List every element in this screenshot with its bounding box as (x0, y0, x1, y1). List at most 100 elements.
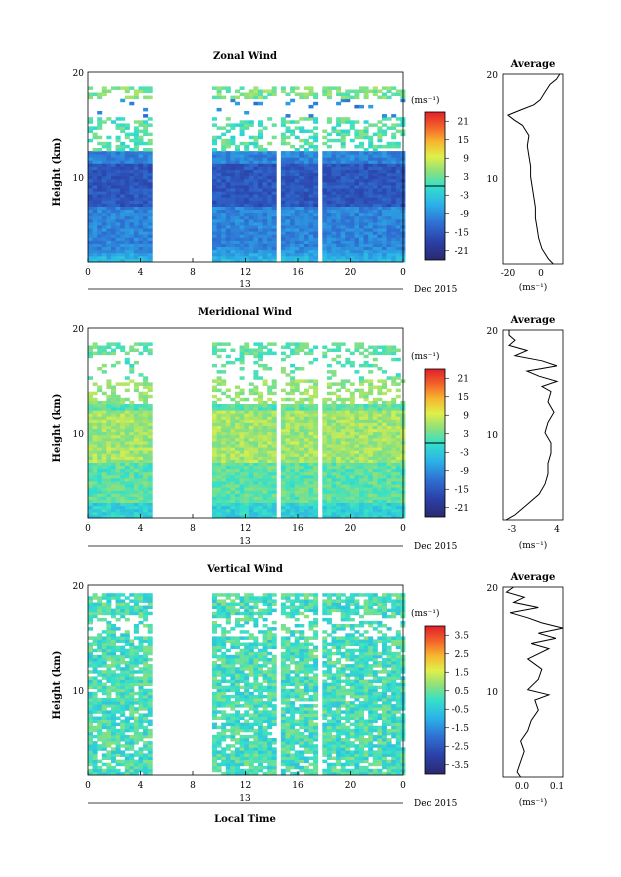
heatmap-cell (125, 197, 130, 201)
heatmap-cell (382, 509, 387, 513)
heatmap-cell (88, 256, 93, 259)
heatmap-cell (148, 382, 153, 386)
heatmap-cell (332, 444, 337, 448)
heatmap-cell (368, 160, 373, 164)
heatmap-cell (253, 207, 258, 211)
heatmap-cell (313, 447, 318, 451)
heatmap-cell (281, 163, 286, 167)
heatmap-cell (377, 151, 382, 155)
heatmap-cell (97, 120, 102, 124)
heatmap-cell (313, 484, 318, 488)
heatmap-cell (267, 490, 272, 494)
heatmap-cell (106, 379, 111, 383)
heatmap-cell (350, 453, 355, 457)
heatmap-cell (299, 346, 304, 350)
heatmap-cell (377, 475, 382, 479)
heatmap-cell (350, 382, 355, 386)
heatmap-cell (345, 469, 350, 473)
heatmap-cell (88, 404, 93, 408)
heatmap-cell (143, 133, 148, 137)
heatmap-cell (354, 130, 359, 134)
heatmap-cell (221, 194, 226, 198)
heatmap-cell (148, 182, 153, 186)
heatmap-cell (230, 182, 235, 186)
heatmap-cell (286, 120, 291, 124)
heatmap-cell (230, 453, 235, 457)
heatmap-cell (102, 407, 107, 411)
heatmap-cell (391, 126, 396, 129)
heatmap-cell (391, 423, 396, 427)
heatmap-cell (272, 210, 277, 214)
heatmap-cell (235, 173, 240, 177)
heatmap-cell (244, 151, 249, 155)
heatmap-cell (341, 441, 346, 445)
heatmap-cell (102, 392, 107, 396)
heatmap-cell (359, 416, 364, 420)
heatmap-cell (373, 472, 378, 476)
heatmap-cell (313, 496, 318, 500)
heatmap-cell (299, 441, 304, 445)
heatmap-cell (244, 253, 249, 256)
heatmap-cell (313, 133, 318, 137)
heatmap-cell (327, 438, 332, 442)
heatmap-cell (364, 250, 369, 254)
heatmap-cell (97, 500, 102, 504)
heatmap-cell (102, 413, 107, 417)
heatmap-cell (258, 429, 263, 433)
heatmap-cell (106, 423, 111, 427)
heatmap-cell (102, 438, 107, 442)
heatmap-cell (272, 123, 277, 127)
heatmap-cell (286, 512, 291, 516)
heatmap-cell (359, 429, 364, 433)
heatmap-cell (309, 352, 314, 356)
heatmap-cell (139, 410, 144, 414)
heatmap-cell (125, 222, 130, 226)
heatmap-cell (309, 151, 314, 155)
heatmap-cell (368, 487, 373, 491)
heatmap-cell (120, 117, 125, 121)
heatmap-cell (336, 176, 341, 180)
heatmap-cell (299, 447, 304, 451)
heatmap-cell (106, 435, 111, 439)
heatmap-cell (93, 760, 98, 764)
heatmap-cell (97, 747, 102, 751)
heatmap-cell (143, 213, 148, 217)
heatmap-cell (272, 157, 277, 161)
heatmap-cell (299, 435, 304, 439)
heatmap-cell (313, 493, 318, 497)
heatmap-cell (354, 160, 359, 164)
heatmap-cell (258, 481, 263, 485)
heatmap-cell (212, 484, 217, 488)
heatmap-cell (304, 496, 309, 500)
heatmap-cell (129, 102, 134, 106)
heatmap-cell (143, 429, 148, 433)
heatmap-cell (226, 167, 231, 171)
heatmap-cell (290, 213, 295, 217)
heatmap-cell (359, 509, 364, 513)
heatmap-cell (235, 216, 240, 220)
heatmap-cell (258, 90, 263, 94)
heatmap-cell (97, 503, 102, 507)
heatmap-cell (391, 512, 396, 516)
heatmap-cell (134, 453, 139, 457)
heatmap-cell (253, 102, 258, 106)
heatmap-cell (299, 179, 304, 183)
heatmap-cell (97, 729, 102, 733)
heatmap-cell (240, 247, 245, 251)
heatmap-cell (359, 450, 364, 454)
heatmap-cell (111, 512, 116, 516)
heatmap-cell (286, 416, 291, 420)
heatmap-cell (129, 481, 134, 485)
heatmap-cell (350, 163, 355, 167)
heatmap-cell (364, 379, 369, 383)
heatmap-cell (368, 438, 373, 442)
heatmap-cell (286, 179, 291, 183)
heatmap-cell (350, 154, 355, 158)
heatmap-cell (120, 419, 125, 423)
heatmap-cell (143, 160, 148, 164)
heatmap-cell (212, 389, 217, 393)
heatmap-cell (345, 216, 350, 220)
heatmap-cell (93, 160, 98, 164)
heatmap-cell (235, 231, 240, 235)
heatmap-cell (235, 237, 240, 241)
